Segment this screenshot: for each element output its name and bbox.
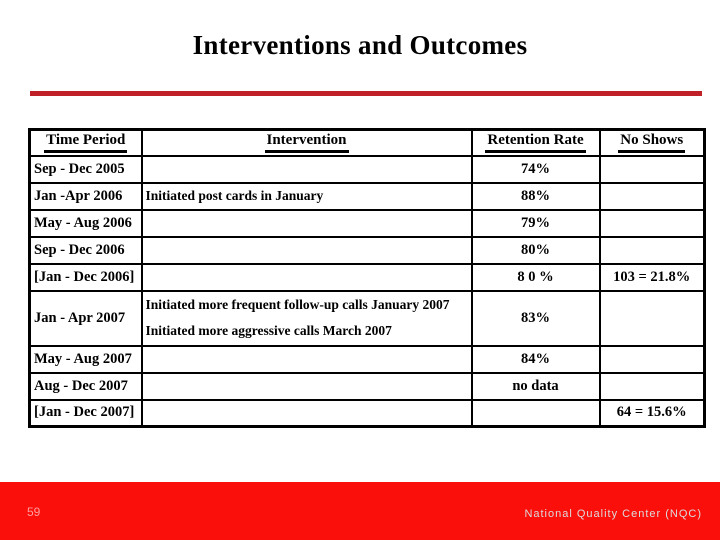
cell-retention-rate: 79% [470,208,601,238]
table-row: [Jan - Dec 2006] 8 0 % 103 = 21.8% [28,262,706,292]
cell-intervention [140,398,473,428]
header-retention-rate: Retention Rate [470,128,601,157]
cell-no-shows [598,344,706,374]
cell-no-shows [598,208,706,238]
table-row: Sep - Dec 2005 74% [28,154,706,184]
cell-time-period: Sep - Dec 2005 [28,154,143,184]
table-row: Aug - Dec 2007 no data [28,371,706,401]
cell-intervention: Initiated more frequent follow-up calls … [140,289,473,347]
cell-time-period: [Jan - Dec 2007] [28,398,143,428]
footer-org-label: National Quality Center (NQC) [524,508,702,520]
page-number: 59 [27,505,41,519]
table-row: [Jan - Dec 2007] 64 = 15.6% [28,398,706,428]
cell-time-period: May - Aug 2007 [28,344,143,374]
intervention-line-1: Initiated more frequent follow-up calls … [145,297,450,312]
cell-no-shows [598,371,706,401]
cell-intervention: Initiated post cards in January [140,181,473,211]
cell-time-period: Jan -Apr 2006 [28,181,143,211]
cell-intervention [140,262,473,292]
footer-bar: 59 National Quality Center (NQC) [0,482,720,540]
header-time-period-label: Time Period [44,132,128,154]
table-row: Sep - Dec 2006 80% [28,235,706,265]
header-no-shows-label: No Shows [618,132,686,154]
table-header-row: Time Period Intervention Retention Rate … [28,128,706,157]
table-row: May - Aug 2007 84% [28,344,706,374]
cell-no-shows [598,154,706,184]
cell-intervention [140,208,473,238]
table-row: Jan - Apr 2007 Initiated more frequent f… [28,289,706,347]
table-row: Jan -Apr 2006 Initiated post cards in Ja… [28,181,706,211]
cell-time-period: May - Aug 2006 [28,208,143,238]
cell-intervention [140,371,473,401]
cell-intervention [140,235,473,265]
header-intervention: Intervention [140,128,473,157]
title-divider-line [30,91,702,96]
intervention-line-2: Initiated more aggressive calls March 20… [145,323,392,338]
cell-retention-rate: 88% [470,181,601,211]
cell-retention-rate: 8 0 % [470,262,601,292]
cell-retention-rate: no data [470,371,601,401]
cell-no-shows [598,235,706,265]
table-row: May - Aug 2006 79% [28,208,706,238]
cell-no-shows [598,181,706,211]
cell-time-period: [Jan - Dec 2006] [28,262,143,292]
cell-no-shows: 64 = 15.6% [598,398,706,428]
cell-time-period: Jan - Apr 2007 [28,289,143,347]
header-intervention-label: Intervention [264,132,349,154]
cell-retention-rate: 83% [470,289,601,347]
header-no-shows: No Shows [598,128,706,157]
cell-time-period: Aug - Dec 2007 [28,371,143,401]
slide-title: Interventions and Outcomes [192,30,528,60]
cell-retention-rate: 84% [470,344,601,374]
interventions-outcomes-table: Time Period Intervention Retention Rate … [28,128,706,428]
cell-time-period: Sep - Dec 2006 [28,235,143,265]
header-retention-rate-label: Retention Rate [485,132,586,154]
cell-no-shows [598,289,706,347]
cell-retention-rate [470,398,601,428]
cell-no-shows: 103 = 21.8% [598,262,706,292]
cell-retention-rate: 80% [470,235,601,265]
header-time-period: Time Period [28,128,143,157]
cell-retention-rate: 74% [470,154,601,184]
cell-intervention [140,344,473,374]
cell-intervention [140,154,473,184]
